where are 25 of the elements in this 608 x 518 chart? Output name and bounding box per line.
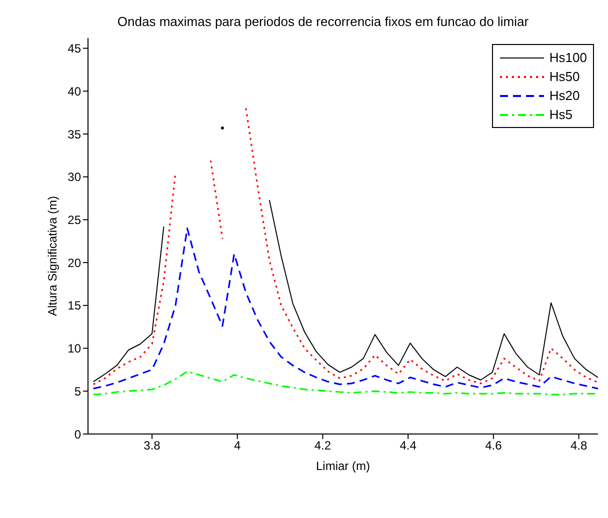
- x-axis-title: Limiar (m): [316, 459, 370, 473]
- y-tick-label: 35: [68, 127, 82, 142]
- legend-label: Hs20: [549, 88, 580, 103]
- legend-label: Hs100: [549, 50, 587, 65]
- y-tick-label: 5: [74, 384, 82, 398]
- y-tick-label: 25: [68, 212, 82, 227]
- line-series: [92, 370, 598, 396]
- x-tick-label: 4.2: [314, 438, 332, 453]
- y-tick-label: 15: [68, 298, 82, 313]
- line-series: [92, 227, 598, 390]
- y-tick-label: 45: [68, 42, 82, 56]
- y-tick-label: 20: [68, 256, 82, 270]
- y-tick-label: 0: [74, 427, 82, 442]
- legend-label: Hs50: [549, 69, 580, 84]
- x-tick-label: 4.6: [485, 438, 502, 453]
- y-tick-label: 30: [68, 170, 82, 184]
- x-tick-label: 3.8: [144, 438, 161, 453]
- x-tick-label: 4: [234, 438, 242, 453]
- x-tick-label: 4.8: [570, 438, 588, 453]
- x-tick-label: 4.4: [400, 438, 417, 453]
- y-axis-title: Altura Significativa (m): [45, 196, 60, 316]
- y-tick-label: 40: [68, 84, 82, 98]
- chart-title: Ondas maximas para periodos de recorrencia fixos em funcao do limiar: [116, 14, 530, 29]
- legend-label: Hs5: [549, 107, 573, 122]
- y-tick-label: 10: [68, 342, 82, 356]
